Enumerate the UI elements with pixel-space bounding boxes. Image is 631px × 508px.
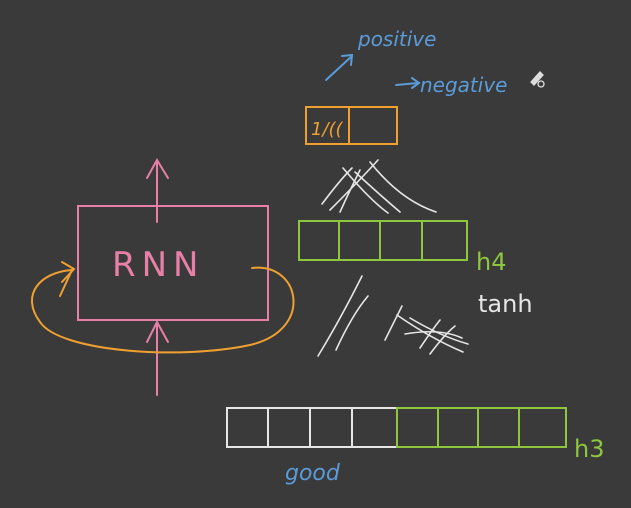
connections-h3-h4 [317,275,469,357]
recurrence-loop [31,261,295,354]
output-cell-right [348,106,398,145]
h3-box [396,407,567,448]
class-labels: positive negative [325,27,507,97]
positive-label: positive [357,27,436,51]
output-box: 1/(( [305,106,398,145]
output-mark: 1/(( [311,119,344,140]
connections-h4-output [321,159,437,214]
input-vectors: h3 good [226,407,604,486]
rnn-box [77,205,269,321]
rnn-label: RNN [112,245,205,285]
x-vector-box [226,407,398,448]
negative-label: negative [420,73,507,97]
good-label: good [285,461,341,486]
tanh-label: tanh [478,290,533,318]
h4-label: h4 [476,248,506,276]
h4-vector: h4 [298,220,506,276]
rnn-output-arrow [146,158,169,223]
pen-cursor-icon [530,71,545,88]
negative-arrow [395,77,421,89]
h3-label: h3 [574,435,604,463]
positive-arrow [325,53,354,81]
rnn-block: RNN [77,158,269,396]
rnn-input-arrow [146,319,169,396]
h4-box [298,220,468,261]
